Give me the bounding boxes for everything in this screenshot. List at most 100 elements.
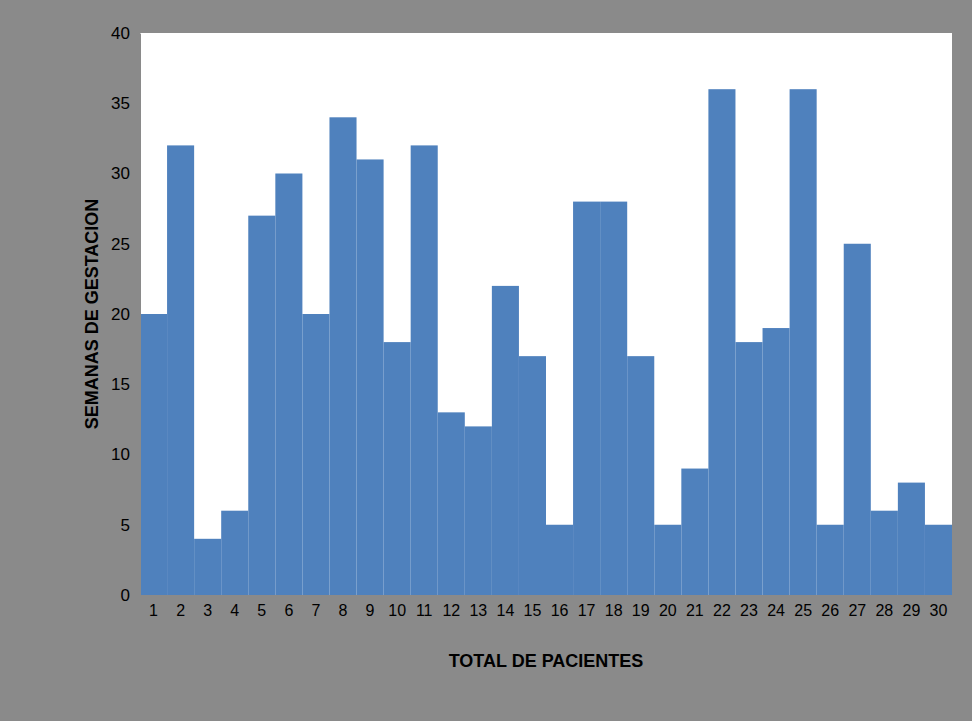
x-tick: 5: [257, 595, 266, 619]
bar: [681, 469, 708, 595]
bar: [627, 356, 654, 595]
x-tick-label: 12: [442, 602, 460, 619]
x-tick-label: 14: [497, 602, 515, 619]
bar: [248, 216, 275, 595]
x-tick: 29: [903, 595, 921, 619]
bar: [925, 525, 952, 595]
x-tick-label: 13: [469, 602, 487, 619]
y-tick: 10: [111, 445, 140, 464]
x-tick-label: 15: [524, 602, 542, 619]
bar: [275, 174, 302, 596]
x-tick: 28: [875, 595, 893, 619]
background: [0, 0, 972, 721]
x-tick: 27: [848, 595, 866, 619]
plot-area: [140, 33, 952, 595]
x-tick-label: 26: [821, 602, 839, 619]
y-tick-label: 5: [121, 516, 130, 535]
x-tick-label: 18: [605, 602, 623, 619]
y-axis-title: SEMANAS DE GESTACION: [82, 199, 102, 430]
y-tick-label: 25: [111, 235, 130, 254]
x-tick-label: 4: [230, 602, 239, 619]
x-tick: 4: [230, 595, 239, 619]
x-tick: 26: [821, 595, 839, 619]
x-tick-label: 29: [903, 602, 921, 619]
x-tick-label: 11: [416, 602, 433, 619]
x-tick: 14: [497, 595, 515, 619]
x-tick: 7: [311, 595, 320, 619]
bar: [546, 525, 573, 595]
bar: [871, 511, 898, 595]
x-tick-label: 2: [176, 602, 185, 619]
y-tick-label: 15: [111, 375, 130, 394]
x-tick-label: 5: [257, 602, 266, 619]
x-tick: 15: [524, 595, 542, 619]
x-tick: 3: [203, 595, 212, 619]
bar: [790, 89, 817, 595]
x-tick-label: 16: [551, 602, 569, 619]
x-tick: 22: [713, 595, 731, 619]
x-tick-label: 6: [284, 602, 293, 619]
y-tick: 15: [111, 375, 140, 394]
x-tick-label: 9: [366, 602, 375, 619]
x-tick: 8: [339, 595, 348, 619]
y-axis: 0 5 10 15 20 25 30 35 40: [111, 24, 140, 605]
bar: [194, 539, 221, 595]
bar: [357, 159, 384, 595]
x-tick: 1: [149, 595, 158, 619]
x-tick-label: 3: [203, 602, 212, 619]
x-tick-label: 28: [875, 602, 893, 619]
bar: [384, 342, 411, 595]
y-tick: 30: [111, 164, 140, 183]
bar: [411, 145, 438, 595]
x-tick: 2: [176, 595, 185, 619]
x-tick: 23: [740, 595, 758, 619]
x-axis: 1234567891011121314151617181920212223242…: [141, 595, 953, 619]
y-tick: 0: [121, 586, 140, 605]
x-tick-label: 24: [767, 602, 785, 619]
bar: [167, 145, 194, 595]
y-tick-label: 30: [111, 164, 130, 183]
plot: 0510152025303540123456789101112131415161…: [111, 24, 952, 619]
x-tick-label: 7: [311, 602, 320, 619]
bar: [329, 117, 356, 595]
x-tick: 19: [632, 595, 650, 619]
x-tick: 24: [767, 595, 785, 619]
bar: [817, 525, 844, 595]
bar: [654, 525, 681, 595]
bar: [735, 342, 762, 595]
x-tick: 13: [469, 595, 487, 619]
x-axis-line: [141, 595, 953, 596]
x-tick: 17: [578, 595, 596, 619]
bar: [573, 202, 600, 595]
bar: [465, 426, 492, 595]
x-tick-label: 21: [686, 602, 704, 619]
x-tick: 21: [686, 595, 704, 619]
y-tick: 25: [111, 235, 140, 254]
y-tick-label: 35: [111, 94, 130, 113]
x-tick-label: 30: [930, 602, 948, 619]
x-tick-label: 25: [794, 602, 812, 619]
y-tick: 5: [121, 516, 140, 535]
x-tick: 16: [551, 595, 569, 619]
y-tick-label: 20: [111, 305, 130, 324]
y-tick: 35: [111, 94, 140, 113]
bar: [844, 244, 871, 595]
chart: 0510152025303540123456789101112131415161…: [0, 0, 972, 721]
y-tick: 40: [111, 24, 140, 43]
x-tick-label: 17: [578, 602, 596, 619]
x-tick: 11: [416, 595, 433, 619]
x-tick-label: 10: [388, 602, 406, 619]
x-tick: 9: [366, 595, 375, 619]
bar: [763, 328, 790, 595]
bar: [302, 314, 329, 595]
x-tick-label: 20: [659, 602, 677, 619]
x-tick-label: 19: [632, 602, 650, 619]
y-tick-label: 0: [121, 586, 130, 605]
x-tick-label: 23: [740, 602, 758, 619]
x-tick: 10: [388, 595, 406, 619]
bar: [438, 412, 465, 595]
y-axis-line: [140, 34, 141, 596]
x-tick: 25: [794, 595, 812, 619]
x-tick: 12: [442, 595, 460, 619]
x-tick: 30: [930, 595, 948, 619]
